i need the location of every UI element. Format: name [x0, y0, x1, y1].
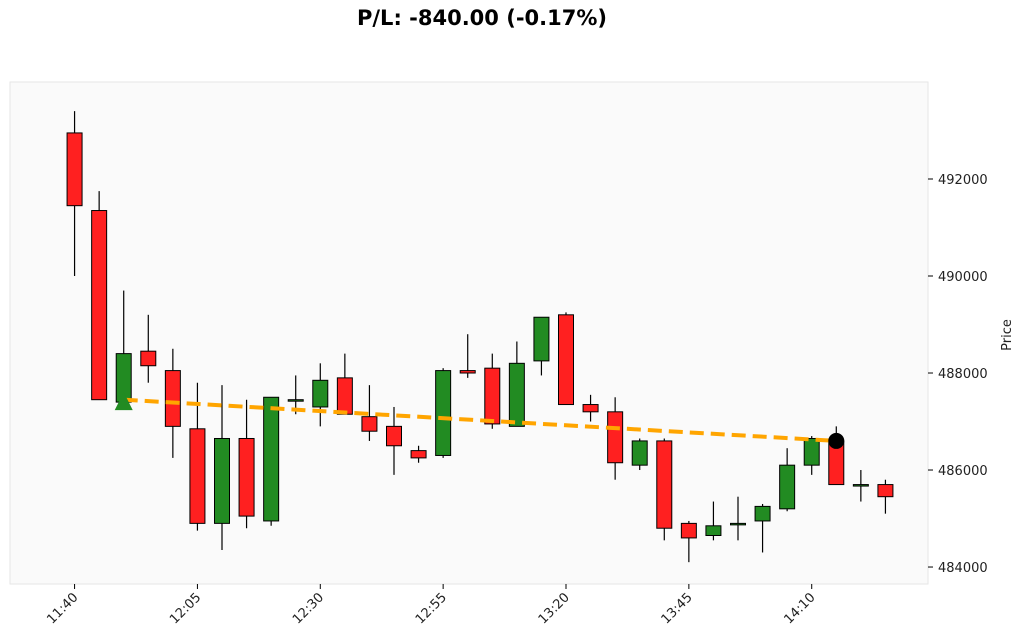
candle-body-down — [582, 404, 599, 413]
candle-body-up — [803, 437, 820, 466]
x-tick-label: 11:40 — [44, 590, 81, 627]
candle — [558, 312, 574, 406]
candle — [484, 353, 501, 429]
candle — [386, 406, 402, 475]
candle — [312, 363, 329, 427]
candle — [877, 479, 894, 514]
y-axis: 484000 486000 488000 490000 492000 — [928, 173, 988, 576]
candle-body-up — [508, 362, 525, 427]
candle — [705, 501, 722, 541]
y-tick-label: 484000 — [938, 561, 988, 576]
y-tick-label: 492000 — [938, 173, 988, 188]
candle — [508, 341, 525, 427]
candle — [66, 111, 83, 277]
candle — [91, 191, 108, 401]
candle-body-down — [164, 370, 181, 427]
y-tick-label: 488000 — [938, 367, 988, 382]
candle — [361, 385, 378, 441]
candle — [656, 438, 673, 541]
y-axis-label: Price — [1000, 319, 1015, 351]
candle-body-down — [680, 522, 697, 539]
candle-body-down — [607, 411, 624, 464]
x-tick-label: 12:55 — [413, 590, 450, 627]
candle-body-down — [189, 428, 206, 524]
candle — [263, 396, 280, 526]
candle — [730, 496, 746, 541]
candle — [115, 290, 132, 403]
x-axis: 11:40 12:05 12:30 12:55 13:20 13:45 14:10 — [44, 584, 819, 627]
chart-title: P/L: -840.00 (-0.17%) — [357, 6, 607, 30]
candle-body-up — [631, 440, 648, 466]
candle — [803, 436, 820, 475]
y-tick-label: 486000 — [938, 464, 988, 479]
candle-body-up — [214, 437, 230, 524]
candle-body-up — [779, 464, 796, 510]
candle-body-up — [312, 379, 329, 408]
candle-body-down — [66, 132, 83, 207]
candle-body-down — [558, 314, 574, 406]
x-tick-label: 14:10 — [781, 590, 818, 627]
candle — [164, 348, 181, 458]
candle — [779, 448, 796, 512]
candles-layer — [66, 111, 894, 563]
candle — [214, 385, 230, 551]
candle-body-down — [484, 367, 501, 425]
candle-body-up — [754, 505, 771, 522]
candle-body-down — [336, 377, 353, 415]
candle-body-down — [656, 440, 673, 529]
candle — [140, 314, 157, 383]
candle — [435, 368, 452, 458]
x-tick-label: 13:45 — [659, 590, 696, 627]
candle — [607, 397, 624, 480]
x-tick-label: 13:20 — [536, 590, 573, 627]
candle-body-up — [852, 484, 869, 487]
trend-layer — [114, 392, 845, 449]
candle-body-up — [730, 522, 746, 526]
candle — [459, 334, 476, 378]
x-tick-label: 12:05 — [167, 590, 204, 627]
candle-body-up — [533, 316, 550, 362]
candle — [410, 445, 427, 463]
candle-body-up — [435, 370, 452, 456]
y-tick-label: 490000 — [938, 270, 988, 285]
entry-marker — [114, 392, 133, 411]
candle — [852, 470, 869, 502]
candle-body-down — [361, 416, 378, 432]
candle-body-down — [410, 450, 427, 459]
candle-body-up — [705, 525, 722, 536]
candle-body-down — [459, 370, 476, 374]
exit-marker — [828, 432, 845, 449]
trend-line — [123, 397, 837, 443]
candle — [533, 316, 550, 376]
candle — [631, 438, 648, 471]
candle-body-up — [263, 396, 280, 522]
candle — [754, 503, 771, 553]
candle-body-down — [877, 484, 894, 498]
candle — [680, 520, 697, 563]
candle-body-up — [287, 399, 304, 402]
candle — [582, 394, 599, 422]
candle — [189, 382, 206, 531]
candle-body-down — [386, 425, 402, 447]
x-tick-label: 12:30 — [290, 590, 327, 627]
candle-body-down — [91, 210, 108, 401]
candle-body-down — [140, 350, 157, 367]
plot-background — [9, 81, 929, 585]
candle — [238, 399, 255, 529]
candle-body-down — [238, 437, 255, 517]
